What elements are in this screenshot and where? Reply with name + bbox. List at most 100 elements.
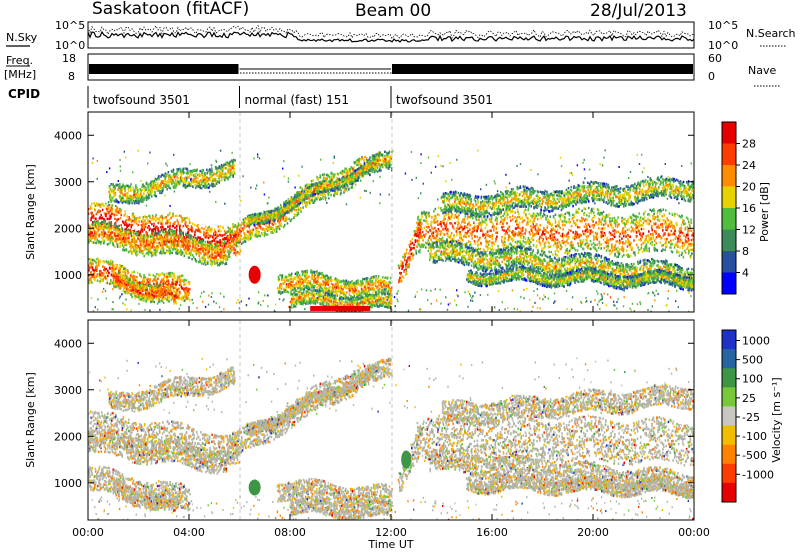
data-cell: [201, 171, 204, 175]
data-cell: [102, 260, 104, 263]
data-cell: [119, 233, 122, 236]
data-cell: [163, 183, 165, 186]
data-cell: [115, 267, 117, 270]
data-cell: [121, 241, 124, 244]
data-cell: [158, 218, 160, 221]
data-cell: [145, 295, 147, 299]
data-cell: [102, 203, 104, 206]
data-cell: [120, 213, 122, 217]
data-cell: [129, 279, 131, 282]
data-cell: [228, 162, 230, 166]
data-cell: [137, 246, 139, 250]
data-cell: [218, 228, 221, 231]
data-cell: [148, 225, 150, 228]
data-cell: [169, 187, 172, 190]
data-cell: [113, 213, 116, 216]
data-cell: [132, 278, 135, 282]
data-cell: [165, 243, 168, 246]
data-cell: [197, 224, 199, 227]
data-cell: [89, 236, 91, 240]
data-cell: [176, 228, 178, 231]
data-cell: [210, 263, 213, 267]
data-cell: [168, 285, 170, 288]
data-cell: [204, 231, 206, 235]
data-cell: [131, 252, 134, 255]
data-cell: [181, 244, 184, 248]
data-cell: [160, 190, 163, 193]
data-cell: [192, 239, 195, 243]
data-cell: [199, 169, 201, 173]
data-cell: [115, 208, 118, 211]
data-cell: [96, 223, 98, 226]
data-cell: [176, 281, 178, 284]
data-cell: [110, 282, 112, 285]
data-cell: [130, 226, 133, 229]
data-cell: [145, 198, 148, 201]
data-cell: [156, 241, 158, 245]
data-cell: [222, 256, 224, 260]
data-cell: [199, 240, 202, 243]
data-cell: [310, 179, 313, 183]
data-cell: [163, 185, 165, 188]
data-cell: [205, 225, 207, 228]
data-cell: [178, 287, 180, 290]
data-cell: [121, 280, 124, 283]
data-cell: [112, 226, 114, 229]
data-cell: [161, 217, 164, 220]
data-cell: [113, 281, 116, 285]
data-cell: [220, 234, 222, 237]
data-cell: [206, 178, 209, 181]
data-cell: [153, 253, 155, 256]
data-cell: [176, 241, 179, 244]
data-cell: [218, 246, 221, 250]
data-cell: [186, 225, 188, 228]
data-cell: [124, 185, 126, 188]
data-cell: [146, 217, 148, 220]
data-cell: [128, 216, 130, 219]
data-cell: [157, 182, 159, 185]
data-cell: [100, 224, 102, 228]
data-cell: [203, 261, 206, 264]
data-cell: [226, 250, 229, 253]
data-cell: [135, 188, 137, 191]
data-cell: [205, 253, 208, 256]
data-cell: [135, 248, 138, 251]
data-cell: [170, 273, 172, 276]
data-cell: [153, 227, 155, 231]
data-cell: [183, 248, 185, 251]
data-cell: [122, 285, 125, 288]
data-cell: [118, 271, 120, 275]
data-cell: [207, 247, 210, 250]
data-cell: [168, 186, 170, 189]
data-cell: [110, 273, 113, 276]
data-cell: [169, 287, 172, 290]
data-cell: [93, 223, 95, 226]
data-cell: [245, 233, 248, 237]
data-cell: [278, 227, 281, 231]
data-cell: [147, 191, 149, 195]
data-cell: [89, 259, 92, 263]
data-cell: [333, 175, 335, 179]
data-cell: [141, 194, 144, 198]
data-cell: [282, 214, 285, 217]
data-cell: [165, 272, 168, 276]
data-cell: [232, 161, 235, 164]
data-cell: [278, 212, 281, 216]
data-cell: [151, 232, 154, 235]
data-cell: [182, 234, 184, 237]
data-cell: [128, 284, 131, 287]
data-cell: [203, 247, 206, 251]
data-cell: [168, 184, 170, 187]
data-cell: [188, 236, 191, 239]
data-cell: [186, 290, 189, 293]
data-cell: [136, 230, 138, 234]
data-cell: [131, 240, 134, 243]
data-cell: [111, 207, 114, 210]
data-cell: [102, 277, 105, 281]
data-cell: [98, 262, 101, 265]
data-cell: [164, 179, 166, 182]
data-cell: [89, 277, 91, 280]
data-cell: [220, 248, 223, 251]
data-cell: [309, 183, 311, 187]
data-cell: [103, 261, 106, 264]
